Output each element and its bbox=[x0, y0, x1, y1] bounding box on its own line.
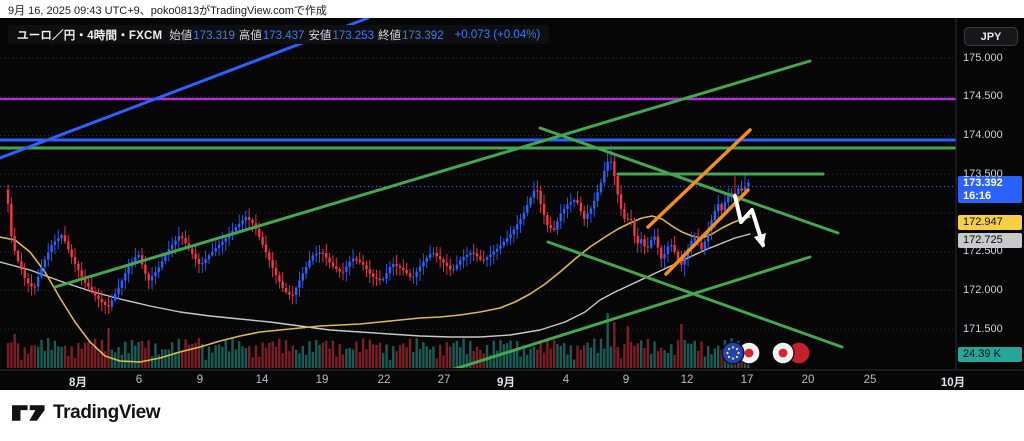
time-tick-label: 22 bbox=[377, 374, 391, 386]
price-tick-label: 174.000 bbox=[963, 129, 1003, 141]
volume-label: 24.39 K bbox=[958, 347, 1022, 362]
time-tick-label: 10月 bbox=[940, 377, 966, 389]
time-tick-label: 27 bbox=[437, 374, 451, 386]
time-tick-label: 25 bbox=[863, 374, 877, 386]
ma-fast-price-label: 172.947 bbox=[958, 215, 1022, 230]
chart-region: ユーロ／円・4時間・FXCM 始値173.319 高値173.437 安値173.2… bbox=[0, 18, 1024, 390]
time-tick-label: 19 bbox=[315, 374, 329, 386]
price-tick-label: 171.500 bbox=[963, 322, 1003, 335]
price-tick-label: 173.500 bbox=[963, 167, 1003, 180]
tradingview-logo[interactable]: TradingView bbox=[12, 402, 161, 424]
time-tick-label: 12 bbox=[680, 374, 694, 386]
time-tick-label: 8月 bbox=[69, 377, 87, 389]
ohlc-header: ユーロ／円・4時間・FXCM 始値173.319 高値173.437 安値173.2… bbox=[8, 25, 550, 44]
ohlc-field-value: 173.392 bbox=[402, 29, 444, 42]
ohlc-field-label: 安値 bbox=[308, 29, 332, 42]
tradingview-logo-icon bbox=[12, 405, 45, 421]
ohlc-field-label: 始値 bbox=[169, 29, 193, 42]
bar-countdown: 16:16 bbox=[963, 189, 992, 202]
ohlc-field-value: 173.319 bbox=[193, 29, 235, 42]
price-tick-label: 172.000 bbox=[963, 284, 1003, 296]
eur-jpy-pair-icon bbox=[721, 341, 761, 365]
footer-bar: TradingView bbox=[0, 390, 1024, 441]
chart-canvas[interactable] bbox=[0, 18, 1024, 390]
time-tick-label: 9 bbox=[622, 374, 630, 386]
price-tick-label: 175.000 bbox=[963, 51, 1003, 64]
last-price-label: 173.392 16:16 bbox=[958, 176, 1022, 203]
time-tick-label: 6 bbox=[135, 374, 143, 386]
time-tick-label: 4 bbox=[562, 374, 570, 386]
last-price-value: 173.392 bbox=[963, 177, 1003, 189]
attribution-bar: 9月 16, 2025 09:43 UTC+9、poko0813がTrading… bbox=[0, 0, 1024, 18]
ohlc-field-label: 高値 bbox=[238, 29, 262, 42]
ohlc-field-label: 終値 bbox=[378, 29, 402, 42]
attribution-text: 9月 16, 2025 09:43 UTC+9、poko0813がTrading… bbox=[8, 5, 327, 17]
currency-toggle-button[interactable]: JPY bbox=[964, 27, 1018, 46]
ohlc-fields: 始値173.319 高値173.437 安値173.253 終値173.392 bbox=[169, 27, 447, 43]
time-tick-label: 9 bbox=[196, 374, 204, 386]
time-axis[interactable]: 8月 6 9 14 19 22 27 9月 4 9 12 17 20 25 10月 bbox=[0, 370, 1024, 390]
ma-slow-price-label: 172.725 bbox=[958, 233, 1022, 248]
tradingview-wordmark: TradingView bbox=[53, 402, 161, 423]
time-tick-label: 14 bbox=[255, 374, 269, 386]
time-tick-label: 9月 bbox=[497, 377, 515, 389]
change-value: +0.073 (+0.04%) bbox=[454, 28, 541, 41]
time-tick-label: 17 bbox=[740, 374, 754, 386]
price-axis[interactable]: 173.392 16:16 172.947 172.725 24.39 K 17… bbox=[956, 18, 1024, 370]
jpy-pair-icon bbox=[771, 341, 811, 365]
ohlc-field-value: 173.437 bbox=[262, 29, 305, 42]
price-tick-label: 174.500 bbox=[963, 90, 1003, 103]
ohlc-field-value: 173.253 bbox=[332, 29, 375, 42]
time-tick-label: 20 bbox=[801, 374, 815, 386]
price-tick-label: 172.500 bbox=[963, 245, 1003, 258]
symbol-title: ユーロ／円・4時間・FXCM bbox=[17, 29, 163, 42]
